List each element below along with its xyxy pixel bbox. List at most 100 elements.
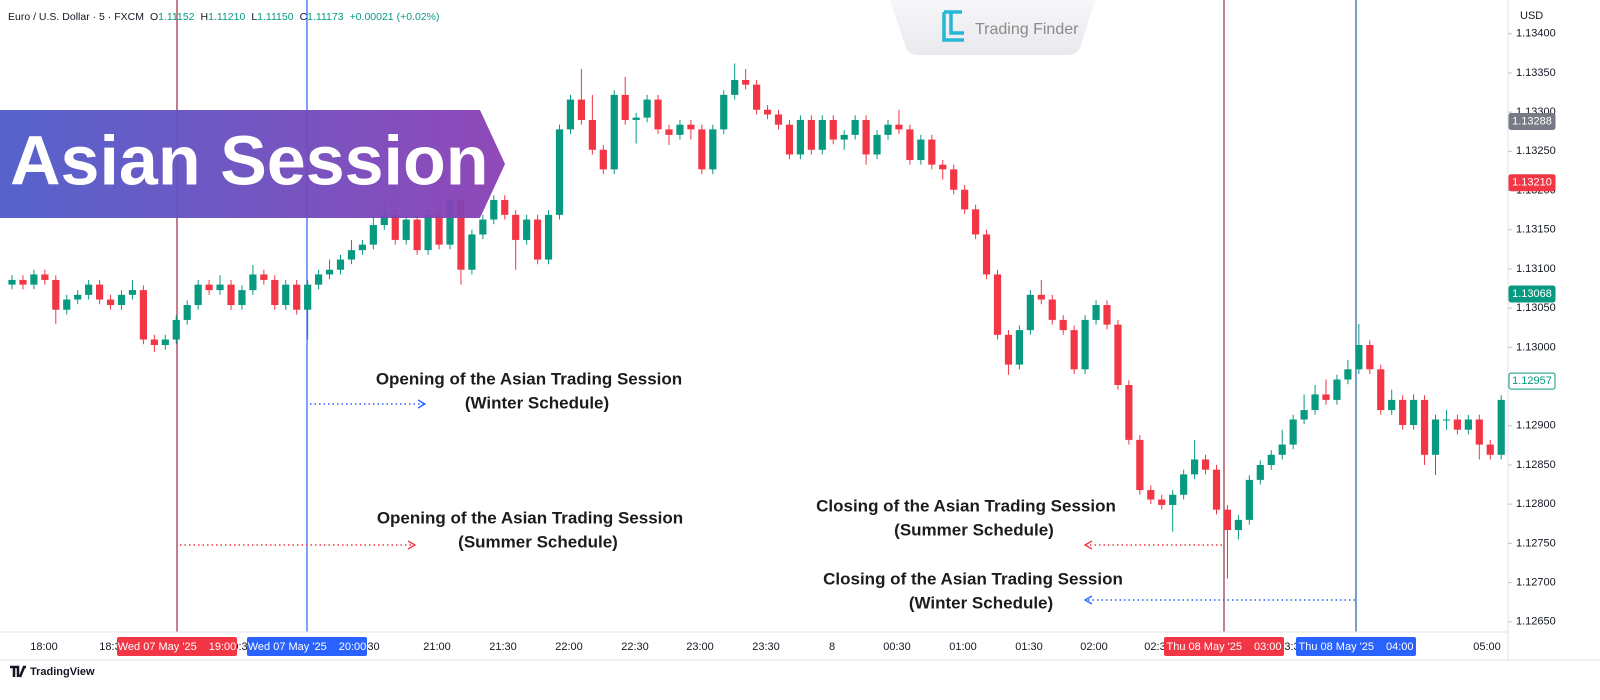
- session-label-box: [247, 637, 367, 656]
- candle-body: [63, 299, 71, 310]
- y-tick-label: 1.13000: [1516, 341, 1556, 353]
- candle-body: [731, 79, 739, 95]
- candle-body: [1486, 444, 1494, 455]
- session-time: 04:00: [1386, 641, 1414, 653]
- candle-body: [621, 94, 629, 120]
- candle-body: [599, 149, 607, 170]
- candle-body: [106, 299, 115, 306]
- candle-body: [347, 250, 356, 260]
- candle-body: [1267, 454, 1275, 465]
- candle-body: [1070, 330, 1078, 370]
- candle-body: [1048, 299, 1056, 320]
- logo-text: Trading Finder: [975, 21, 1079, 38]
- candle-body: [884, 124, 892, 135]
- candle-body: [1453, 419, 1461, 430]
- logo-icon: [942, 10, 964, 42]
- y-tick-label: 1.13250: [1516, 145, 1556, 157]
- x-tick-label: 22:00: [555, 641, 583, 653]
- candle-body: [709, 129, 717, 170]
- candle-body: [829, 119, 837, 140]
- candle-body: [577, 99, 585, 120]
- candle-body: [665, 129, 673, 135]
- candle-body: [632, 117, 640, 120]
- x-tick-label: 22:30: [621, 641, 649, 653]
- candle-body: [785, 124, 794, 155]
- x-tick-label: 01:30: [1015, 641, 1043, 653]
- candle-body: [402, 219, 410, 240]
- candle-body: [74, 294, 82, 300]
- y-tick-label: 1.13150: [1516, 224, 1556, 236]
- candle-body: [972, 209, 980, 235]
- x-tick-label: 23:30: [752, 641, 780, 653]
- candle-body: [271, 279, 279, 306]
- candle-body: [818, 119, 826, 150]
- candle-body: [1201, 459, 1210, 470]
- y-tick-label: 1.12900: [1516, 420, 1556, 432]
- candle-body: [1442, 419, 1451, 421]
- candle-body: [1333, 379, 1341, 400]
- candle-body: [895, 124, 903, 130]
- candle-body: [293, 284, 301, 310]
- y-tick-label: 1.12850: [1516, 459, 1556, 471]
- candle-body: [1464, 419, 1472, 430]
- candle-body: [1322, 394, 1330, 400]
- symbol: Euro / U.S. Dollar · 5 · FXCM: [8, 11, 144, 23]
- session-date: Thu 08 May '25: [1298, 641, 1373, 653]
- change: +0.00021 (+0.02%): [350, 11, 440, 23]
- candle-body: [139, 290, 147, 340]
- price-label-box: [1508, 285, 1556, 303]
- session-label: Wed 07 May '25 20:00: [248, 641, 366, 653]
- candle-body: [1191, 459, 1199, 475]
- candle-body: [183, 305, 191, 320]
- candle-body: [238, 290, 246, 306]
- candle-body: [1234, 519, 1242, 531]
- candle-body: [720, 94, 728, 130]
- price-label: 1.13210: [1512, 177, 1552, 189]
- candle-body: [906, 129, 914, 160]
- candle-body: [1300, 410, 1308, 420]
- candle-body: [1037, 294, 1045, 300]
- plot: [8, 0, 1505, 632]
- candle-body: [1026, 294, 1034, 331]
- candle-body: [435, 214, 443, 245]
- session-label-box: [1296, 637, 1416, 656]
- candle-body: [1103, 305, 1111, 325]
- candle-body: [862, 119, 870, 155]
- candle-body: [369, 225, 377, 245]
- candle-body: [1169, 494, 1177, 505]
- candle-body: [687, 124, 695, 130]
- x-tick-label: 23:00: [686, 641, 714, 653]
- candle-body: [391, 214, 399, 240]
- session-date: Thu 08 May '25: [1166, 641, 1241, 653]
- candle-body: [917, 139, 925, 160]
- currency: USD: [1520, 10, 1543, 22]
- price-label: 1.12957: [1512, 375, 1552, 387]
- candle-body: [588, 119, 596, 150]
- session-label: Wed 07 May '25 19:00: [118, 641, 236, 653]
- session-label-box: [117, 637, 237, 656]
- candle-body: [172, 319, 180, 340]
- candle-body: [1256, 464, 1264, 480]
- price-label: 1.13068: [1512, 288, 1552, 300]
- candle-body: [840, 134, 848, 140]
- ohlc-value: 1.11173: [307, 11, 344, 23]
- ohlc-value: 1.11150: [257, 11, 294, 23]
- candle-body: [1377, 369, 1385, 411]
- candle-body: [150, 339, 158, 346]
- candle-body: [501, 199, 509, 215]
- symbol-header: Euro / U.S. Dollar · 5 · FXCM O1.11152 H1.…: [8, 11, 439, 23]
- y-tick-label: 1.13050: [1516, 302, 1556, 314]
- candle-body: [950, 169, 958, 190]
- candle-body: [1431, 419, 1440, 455]
- candle-body: [643, 99, 651, 118]
- annotation-text: (Winter Schedule): [909, 593, 1053, 612]
- candle-body: [1344, 369, 1352, 380]
- price-label-box: [1508, 372, 1556, 390]
- candle-body: [282, 284, 290, 306]
- x-tick-label: 21:30: [489, 641, 517, 653]
- candle-body: [468, 234, 476, 270]
- candle-body: [753, 84, 761, 110]
- annotation-text: (Winter Schedule): [465, 393, 609, 412]
- candle-body: [654, 99, 662, 130]
